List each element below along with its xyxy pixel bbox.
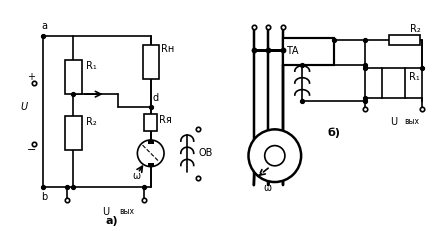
Text: ω: ω [132,171,140,181]
Circle shape [138,140,164,167]
Bar [65,60,82,94]
Text: вых: вых [404,117,419,126]
Text: +: + [27,72,35,82]
Text: d: d [153,93,159,103]
Text: c: c [75,80,80,90]
Circle shape [265,146,285,166]
Text: a: a [41,21,47,31]
Text: Rя: Rя [159,115,172,125]
Text: а): а) [106,216,118,226]
Text: U: U [390,117,397,127]
Circle shape [249,129,301,182]
Text: Rн: Rн [161,44,175,54]
Text: R₁: R₁ [86,61,97,71]
Text: U: U [20,102,27,112]
Bar [283,38,334,65]
Text: ОВ: ОВ [198,148,212,158]
Text: R₁: R₁ [409,72,419,82]
Text: R₂: R₂ [410,24,421,33]
Bar [65,116,82,150]
Text: ТА: ТА [286,46,299,57]
Bar [142,45,159,79]
Bar [388,35,420,45]
Bar [148,163,154,166]
Text: ω: ω [263,183,271,193]
Text: U: U [102,207,109,217]
Text: б): б) [327,127,340,138]
Bar [382,68,405,98]
Bar [148,140,154,144]
Text: R₂: R₂ [86,117,97,127]
Text: −: − [27,145,36,155]
Bar [144,113,157,131]
Text: вых: вых [120,207,134,216]
Text: b: b [41,192,47,202]
